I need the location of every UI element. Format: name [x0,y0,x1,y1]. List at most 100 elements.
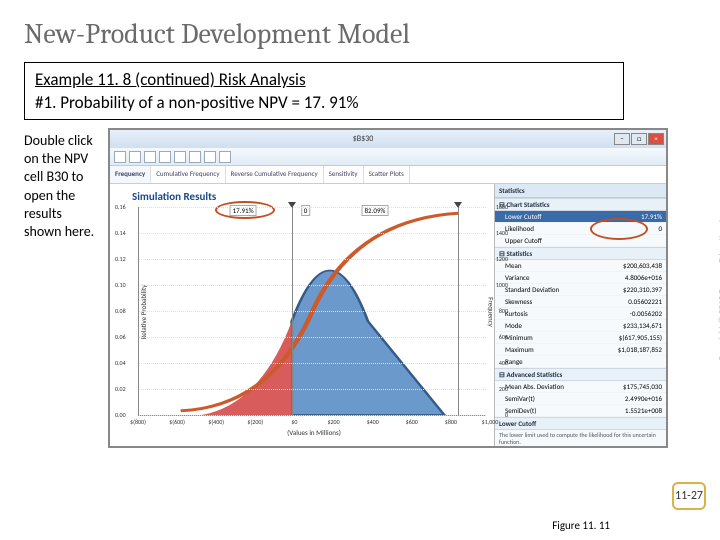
toolbar-icon[interactable] [219,151,231,163]
y2-tick: 400 [499,359,508,367]
stat-row[interactable]: Variance 4.8006e+016 [495,272,666,284]
close-button[interactable]: × [648,133,664,145]
tab-scatter-plots[interactable]: Scatter Plots [364,166,410,183]
gridline [139,415,486,416]
toolbar-icon[interactable] [189,151,201,163]
stat-value: $200,603,438 [623,261,662,270]
stat-key: Variance [505,273,529,282]
x-tick: $400 [367,418,379,426]
minimize-button[interactable]: – [614,133,630,145]
stat-row[interactable]: Mean Abs. Deviation$175,745,030 [495,381,666,393]
content-row: Double click on the NPV cell B30 to open… [24,128,696,448]
stats-section-header[interactable]: ⊟ Advanced Statistics [495,368,666,381]
toolbar-icon[interactable] [144,151,156,163]
stat-row[interactable]: Kurtosis-0.0056202 [495,308,666,320]
y2-tick: 1600 [496,203,508,211]
y2-tick: 1000 [496,281,508,289]
lower-cutoff-header: Lower Cutoff [495,417,666,430]
tab-sensitivity[interactable]: Sensitivity [324,166,364,183]
stat-row[interactable]: Skewness0.05602221 [495,296,666,308]
stat-row[interactable]: SemiDev(t)1.5521e+008 [495,405,666,417]
stat-row[interactable]: Maximum$1,018,187,852 [495,344,666,356]
y2-tick: 600 [499,333,508,341]
slide-title: New-Product Development Model [24,18,696,50]
gridline [139,207,486,208]
stat-value: 0 [658,224,662,233]
y-tick: 0.04 [115,359,126,367]
stat-key: SemiVar(t) [505,394,535,403]
histogram-bell [292,270,445,415]
tab-reverse-cumulative-frequency[interactable]: Reverse Cumulative Frequency [226,166,324,183]
stats-panel-title: Statistics [495,184,666,198]
y-tick: 0.08 [115,307,126,315]
stat-value: $233,134,671 [623,321,662,330]
stat-row[interactable]: Standard Deviation$220,310,397 [495,284,666,296]
toolbar-icon[interactable] [114,151,126,163]
stat-value: 4.8006e+016 [625,273,662,282]
toolbar-icon[interactable] [174,151,186,163]
y-tick: 0.14 [115,229,126,237]
stat-key: Minimum [505,333,533,342]
example-heading: Example 11. 8 (continued) Risk Analysis [35,69,613,90]
instruction-text: Double click on the NPV cell B30 to open… [24,128,102,448]
chart-title: Simulation Results [132,190,490,203]
stats-section-header[interactable]: ⊟ Statistics [495,247,666,260]
stat-key: Mean Abs. Deviation [505,382,564,391]
stat-value: $(617,905,155) [619,333,662,342]
y-tick: 0.12 [115,255,126,263]
stat-key: Likelihood [505,224,534,233]
toolbar-icon[interactable] [204,151,216,163]
y-tick: 0.00 [115,411,126,419]
app-window: $B$30 – □ × FrequencyCumulative Frequenc… [108,128,668,448]
y-tick: 0.02 [115,385,126,393]
subtitle-box: Example 11. 8 (continued) Risk Analysis … [24,62,624,120]
stat-row[interactable]: SemiVar(t) 2.4990e+016 [495,393,666,405]
cell-reference: $B$30 [112,134,614,144]
gridline [139,259,486,260]
tab-frequency[interactable]: Frequency [110,166,151,183]
stat-key: Skewness [505,297,532,306]
x-tick: $600 [406,418,418,426]
stat-key: Upper Cutoff [505,236,542,245]
x-tick: $(200) [247,418,263,426]
y-tick: 0.10 [115,281,126,289]
toolbar [110,148,666,166]
stat-value: $1,018,187,852 [618,345,662,354]
window-titlebar: $B$30 – □ × [110,130,666,148]
gridline [139,363,486,364]
gridline [139,285,486,286]
x-axis: (Values in Millions) $(800)$(600)$(400)$… [138,418,490,442]
page-number-badge: 11-27 [672,482,706,510]
tab-strip: FrequencyCumulative FrequencyReverse Cum… [110,166,666,184]
toolbar-icon[interactable] [129,151,141,163]
y2-tick: 0 [505,411,508,419]
stat-key: SemiDev(t) [505,406,536,415]
y-tick: 0.06 [115,333,126,341]
toolbar-icon[interactable] [159,151,171,163]
x-tick: $1,000 [482,418,499,426]
gridline [139,233,486,234]
stat-row[interactable]: Upper Cutoff [495,235,666,247]
maximize-button[interactable]: □ [631,133,647,145]
y-tick: 0.16 [115,203,126,211]
chart-area: Simulation Results Relative Probability … [110,184,494,446]
callout-right-oval [590,218,648,240]
stat-row[interactable]: Mode$233,134,671 [495,320,666,332]
gridline [139,311,486,312]
y2-axis-label: Frequency [487,297,496,327]
gridline [139,389,486,390]
tab-cumulative-frequency[interactable]: Cumulative Frequency [151,166,225,183]
plot: 17.91% 0 82.09% 0.000.020.040.060.080.10… [138,207,486,416]
probability-line: #1. Probability of a non-positive NPV = … [35,92,613,113]
stats-section-header[interactable]: ⊟ Chart Statistics [495,198,666,211]
stat-value: 2.4990e+016 [625,394,662,403]
x-tick: $(800) [130,418,146,426]
stat-row[interactable]: Minimum $(617,905,155) [495,332,666,344]
stat-row[interactable]: Range [495,356,666,368]
y2-tick: 200 [499,385,508,393]
x-tick: $0 [291,418,297,426]
stat-value: $220,310,397 [623,285,662,294]
y2-tick: 800 [499,307,508,315]
stat-value: 17.91% [641,212,662,221]
stat-row[interactable]: Mean$200,603,438 [495,260,666,272]
